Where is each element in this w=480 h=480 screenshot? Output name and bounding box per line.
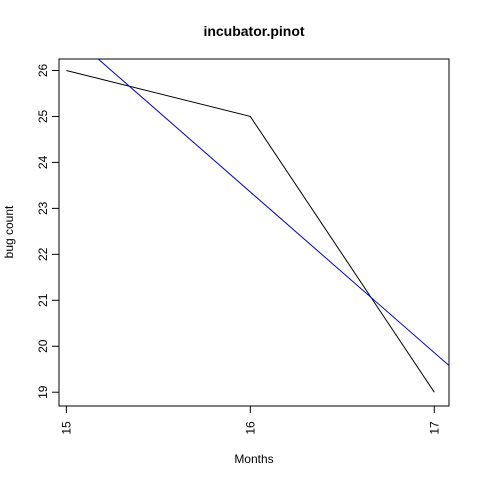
y-tick-label: 25: [36, 109, 50, 123]
x-axis: 15 16 17: [59, 405, 441, 435]
y-axis: 19 20 21 22 23 24 25 26: [36, 63, 60, 399]
series-layer: [66, 59, 449, 393]
series-line-trend: [97, 59, 449, 366]
y-tick-label: 20: [36, 339, 50, 353]
x-tick-label: 17: [427, 421, 441, 435]
y-tick-label: 26: [36, 63, 50, 77]
x-tick-label: 15: [59, 421, 73, 435]
series-line-bug-count: [66, 70, 435, 393]
y-axis-label: bug count: [2, 205, 16, 258]
y-tick-label: 19: [36, 385, 50, 399]
x-axis-label: Months: [234, 452, 273, 466]
y-tick-label: 24: [36, 155, 50, 169]
y-tick-label: 23: [36, 201, 50, 215]
chart-title: incubator.pinot: [203, 23, 304, 39]
y-tick-label: 21: [36, 293, 50, 307]
y-tick-label: 22: [36, 247, 50, 261]
plot-frame: [58, 58, 450, 407]
x-tick-label: 16: [243, 421, 257, 435]
